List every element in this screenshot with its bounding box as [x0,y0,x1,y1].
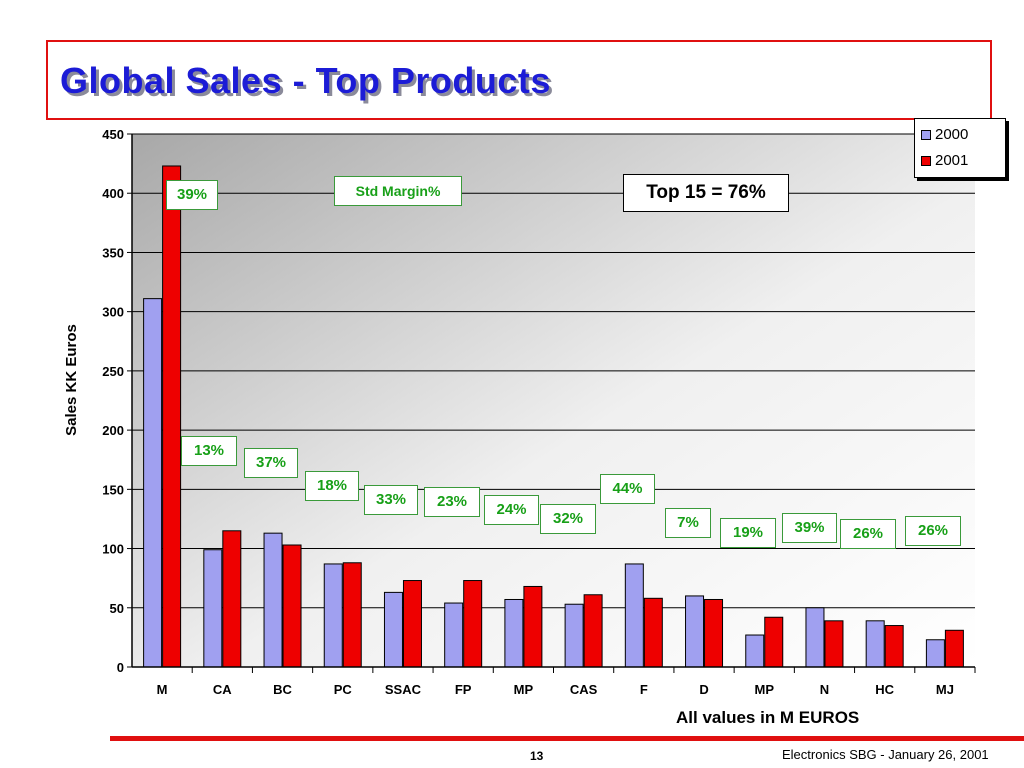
legend-swatch-2000 [921,130,931,140]
x-tick-label: M [157,682,168,697]
bar-2000-m [143,298,163,668]
bar-chart: 0 50 100 150 200 250 300 350 400 450 M CA BC PC SSAC F… [63,127,976,697]
bar-2001-bc [282,544,302,668]
bar-2001-fp [463,580,483,668]
bar-2001-m [162,165,182,668]
bar-2001-f [643,597,663,668]
margin-label-n: 39% [782,513,837,543]
bar-2000-f [624,563,644,668]
margin-label-mp: 24% [484,495,539,525]
y-tick-labels: 0 50 100 150 200 250 300 350 400 450 [102,127,132,675]
x-tick-label: CA [213,682,232,697]
bar-2000-fp [444,602,464,668]
x-tick-label: MP [755,682,775,697]
x-tick-label: SSAC [385,682,422,697]
x-tick-label: PC [334,682,353,697]
y-tick-label: 350 [102,245,124,260]
x-tick-label: N [820,682,829,697]
legend-label-2000: 2000 [935,126,969,143]
bar-2001-mp [764,616,784,668]
plot-area [132,134,975,667]
bar-2001-cas [583,594,603,668]
margin-label-cas: 32% [540,504,596,534]
x-tick-label: BC [273,682,292,697]
margin-label-bc: 37% [244,448,298,478]
slide-title: Global Sales - Top Products [60,60,551,101]
x-tick-label: FP [455,682,472,697]
y-tick-label: 400 [102,186,124,201]
bar-2000-n [805,607,825,668]
margin-label-pc: 18% [305,471,359,501]
y-axis-label: Sales KK Euros [63,324,80,436]
y-tick-label: 50 [110,601,124,616]
bar-2000-mp [745,634,765,668]
margin-label-m: 39% [166,180,218,210]
bar-2000-mp [504,598,524,668]
bar-2001-n [824,620,844,668]
title-box: Global Sales - Top Products [46,40,992,120]
bars [143,165,964,668]
bar-2000-pc [323,563,343,668]
footer-text: Electronics SBG - January 26, 2001 [782,747,989,762]
y-tick-label: 300 [102,305,124,320]
page-number: 13 [530,749,544,763]
margin-label-f: 44% [600,474,655,504]
x-tick-labels: M CA BC PC SSAC FP MP CAS F D MP N HC MJ [157,667,976,697]
legend-item-2000: 2000 [921,125,969,145]
bar-2001-mp [523,585,543,668]
margin-label-mj: 26% [905,516,961,546]
bar-2000-cas [564,603,584,668]
margin-label-hc: 26% [840,519,896,549]
chart-legend: 2000 2001 [914,118,1006,178]
bar-2001-ca [222,530,242,668]
margin-label-ca: 13% [181,436,237,466]
footer-divider [110,736,1024,741]
bar-2000-mj [925,639,945,668]
margin-label-fp: 23% [424,487,480,517]
x-tick-label: CAS [570,682,598,697]
bar-2001-hc [884,625,904,668]
bar-2000-d [685,595,705,668]
x-tick-label: HC [875,682,894,697]
x-tick-label: MP [514,682,534,697]
y-tick-label: 100 [102,542,124,557]
x-tick-label: MJ [936,682,954,697]
bar-2001-pc [342,562,362,668]
y-tick-label: 150 [102,482,124,497]
legend-swatch-2001 [921,156,931,166]
top15-callout: Top 15 = 76% [623,174,789,212]
y-tick-label: 0 [117,660,124,675]
std-margin-label: Std Margin% [334,176,462,206]
x-tick-label: D [699,682,708,697]
units-note: All values in M EUROS [676,708,860,727]
bar-2001-d [704,598,724,668]
bar-2000-ca [203,549,223,668]
legend-label-2001: 2001 [935,152,969,169]
legend-item-2001: 2001 [921,151,969,171]
bar-2001-mj [944,629,964,668]
y-tick-label: 200 [102,423,124,438]
bar-2000-hc [865,620,885,668]
bar-2000-bc [263,532,283,668]
y-tick-label: 450 [102,127,124,142]
margin-label-d: 7% [665,508,711,538]
x-tick-label: F [640,682,648,697]
margin-label-ssac: 33% [364,485,418,515]
y-tick-label: 250 [102,364,124,379]
margin-label-mp: 19% [720,518,776,548]
bar-2001-ssac [402,580,422,668]
bar-2000-ssac [383,591,403,668]
